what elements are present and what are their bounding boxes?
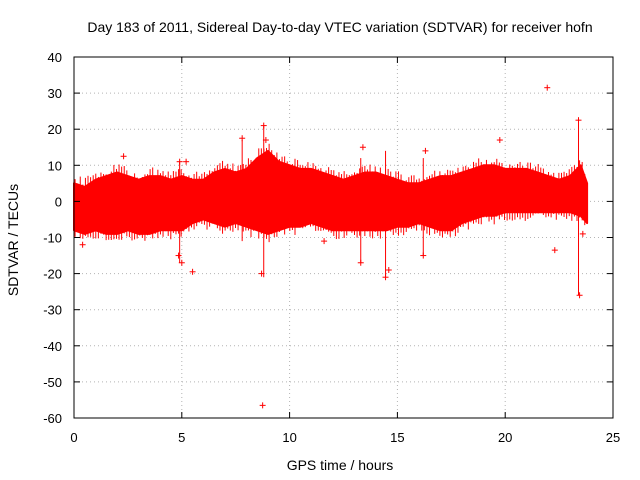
data-point (357, 259, 364, 266)
x-tick-label: 20 (498, 430, 512, 445)
x-tick-label: 5 (178, 430, 185, 445)
data-point (175, 252, 182, 259)
y-tick-label: 30 (48, 86, 62, 101)
data-point (260, 122, 267, 129)
y-tick-label: 20 (48, 122, 62, 137)
data-point (178, 259, 185, 266)
data-point (183, 158, 190, 165)
y-tick-label: -30 (43, 303, 62, 318)
data-point (259, 402, 266, 409)
y-tick-label: -60 (43, 411, 62, 426)
y-tick-label: -40 (43, 339, 62, 354)
data-point (120, 153, 127, 160)
data-point (551, 247, 558, 254)
data-layer (73, 84, 589, 409)
chart-title: Day 183 of 2011, Sidereal Day-to-day VTE… (87, 19, 592, 35)
y-tick-label: 0 (55, 194, 62, 209)
data-point (575, 117, 582, 124)
y-tick-label: 10 (48, 158, 62, 173)
data-point (239, 135, 246, 142)
x-tick-label: 10 (282, 430, 296, 445)
data-point (385, 266, 392, 273)
data-point (544, 84, 551, 91)
x-tick-label: 0 (70, 430, 77, 445)
data-point (422, 147, 429, 154)
data-point (321, 238, 328, 245)
data-point (382, 274, 389, 281)
axis-ticks: 0 5 10 15 20 25 -60 -50 -40 -30 -20 -10 0 10 20 30 40 (43, 50, 620, 445)
data-point (579, 230, 586, 237)
data-point (496, 137, 503, 144)
data-point (359, 144, 366, 151)
y-axis-label: SDTVAR / TECUs (5, 184, 21, 296)
y-tick-label: -50 (43, 375, 62, 390)
x-tick-label: 25 (606, 430, 620, 445)
y-tick-label: -20 (43, 267, 62, 282)
y-tick-label: -10 (43, 231, 62, 246)
grid (74, 57, 613, 418)
data-point (189, 268, 196, 275)
data-point (420, 252, 427, 259)
x-axis-label: GPS time / hours (287, 457, 394, 473)
data-point (258, 270, 265, 277)
data-point (262, 137, 269, 144)
data-point (176, 158, 183, 165)
data-point (576, 292, 583, 299)
data-point (79, 241, 86, 248)
y-tick-label: 40 (48, 50, 62, 65)
x-tick-label: 15 (390, 430, 404, 445)
